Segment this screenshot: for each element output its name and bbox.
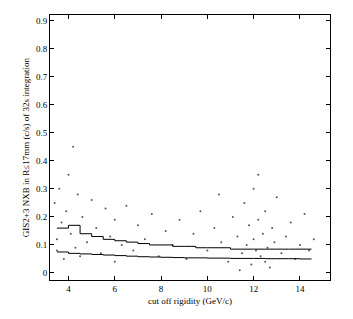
svg-text:12: 12 xyxy=(249,284,258,294)
svg-text:0.7: 0.7 xyxy=(36,72,48,82)
svg-text:6: 6 xyxy=(113,284,118,294)
svg-text:8: 8 xyxy=(159,284,164,294)
svg-text:0.1: 0.1 xyxy=(36,240,47,250)
svg-text:14: 14 xyxy=(295,284,305,294)
svg-text:0.9: 0.9 xyxy=(36,16,48,26)
svg-text:0.5: 0.5 xyxy=(36,128,48,138)
svg-text:0: 0 xyxy=(43,268,48,278)
svg-text:0.4: 0.4 xyxy=(36,156,48,166)
svg-text:0.8: 0.8 xyxy=(36,44,48,54)
svg-text:GIS2+3 NXB in R≤17mm (c/s) of: GIS2+3 NXB in R≤17mm (c/s) of 32s integr… xyxy=(21,57,31,237)
svg-text:10: 10 xyxy=(203,284,213,294)
svg-text:cut off rigidity (GeV/c): cut off rigidity (GeV/c) xyxy=(148,296,232,306)
svg-text:0.3: 0.3 xyxy=(36,184,48,194)
svg-text:0.2: 0.2 xyxy=(36,212,47,222)
svg-text:0.6: 0.6 xyxy=(36,100,48,110)
svg-text:4: 4 xyxy=(66,284,71,294)
